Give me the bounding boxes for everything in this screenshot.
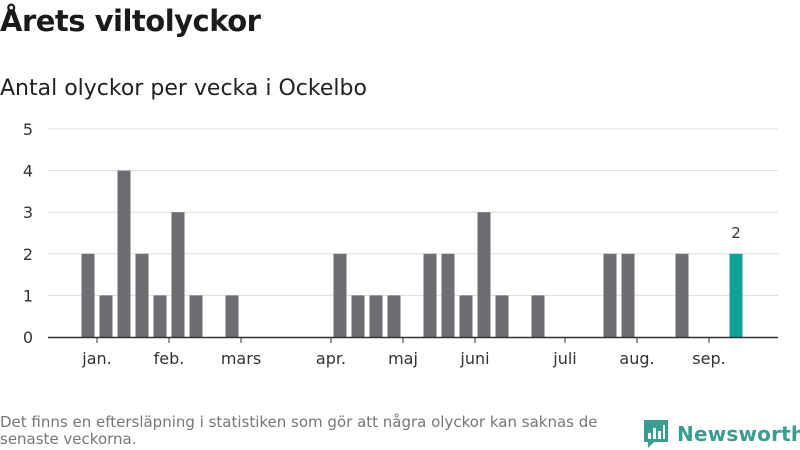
- bar: [117, 170, 131, 337]
- highlight-bar: [729, 253, 743, 337]
- y-tick-label: 4: [23, 162, 33, 181]
- bar: [441, 253, 455, 337]
- x-tick-label: mars: [221, 349, 261, 368]
- bar: [477, 212, 491, 337]
- x-tick-label: juli: [552, 349, 576, 368]
- y-tick-label: 3: [23, 203, 33, 222]
- x-tick-label: apr.: [316, 349, 346, 368]
- footnote: Det finns en eftersläpning i statistiken…: [0, 413, 598, 448]
- y-tick-label: 5: [23, 120, 33, 139]
- bar: [171, 212, 185, 337]
- x-tick-label: maj: [388, 349, 418, 368]
- bar: [621, 253, 635, 337]
- data-label: 2: [731, 224, 741, 242]
- bar: [333, 253, 347, 337]
- newsworthy-logo-icon: [644, 420, 668, 448]
- bar: [153, 295, 167, 337]
- bar: [351, 295, 365, 337]
- brand-name: Newsworthy: [677, 422, 800, 446]
- bar: [225, 295, 239, 337]
- bar: [603, 253, 617, 337]
- y-tick-label: 1: [23, 286, 33, 305]
- bar: [369, 295, 383, 337]
- bar: [81, 253, 95, 337]
- y-tick-label: 2: [23, 245, 33, 264]
- bar: [495, 295, 509, 337]
- x-tick-label: sep.: [692, 349, 725, 368]
- bar: [387, 295, 401, 337]
- x-tick-label: juni: [459, 349, 489, 368]
- chart-title: Årets viltolyckor: [0, 4, 261, 38]
- bar: [423, 253, 437, 337]
- bar: [99, 295, 113, 337]
- brand-logo[interactable]: Newsworthy: [644, 420, 800, 448]
- x-tick-label: jan.: [81, 349, 111, 368]
- bar: [675, 253, 689, 337]
- y-tick-label: 0: [23, 328, 33, 347]
- chart-subtitle: Antal olyckor per vecka i Ockelbo: [0, 76, 367, 101]
- bar-chart: 0 1 2 3 4 5 2 jan. feb. mars apr. maj juni juli aug. se…: [23, 120, 778, 368]
- bar: [459, 295, 473, 337]
- x-tick-label: feb.: [154, 349, 185, 368]
- x-tick-label: aug.: [619, 349, 654, 368]
- bar: [531, 295, 545, 337]
- bar: [189, 295, 203, 337]
- bar: [135, 253, 149, 337]
